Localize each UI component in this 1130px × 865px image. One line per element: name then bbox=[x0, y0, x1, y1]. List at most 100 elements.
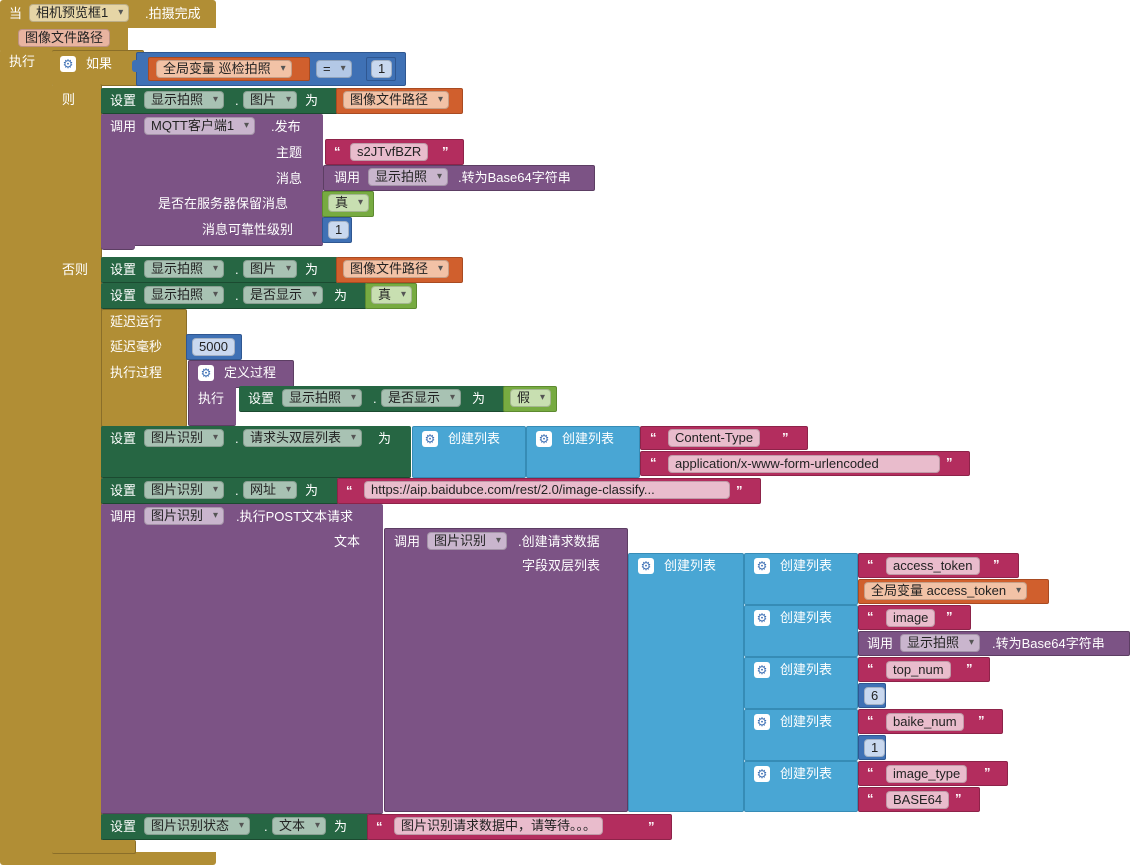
retain-label: 是否在服务器保留消息 bbox=[158, 196, 289, 211]
call-label: 调用 bbox=[110, 119, 137, 134]
pair-value-var-dropdown[interactable]: 全局变量 access_token bbox=[864, 582, 1028, 600]
inner-call-label: 调用 bbox=[394, 534, 421, 549]
pair-key-field[interactable]: image_type bbox=[886, 765, 968, 783]
gear-icon[interactable]: ⚙ bbox=[754, 662, 770, 678]
if-rail-else bbox=[52, 256, 102, 846]
quote-open: “ bbox=[867, 765, 874, 780]
set-label: 设置 bbox=[110, 93, 137, 108]
fields-make-list[interactable] bbox=[628, 553, 744, 812]
compare-value-field[interactable]: 1 bbox=[371, 60, 393, 78]
event-param-field[interactable]: 图像文件路径 bbox=[18, 29, 111, 47]
event-footer bbox=[0, 852, 216, 865]
gear-icon[interactable]: ⚙ bbox=[754, 766, 770, 782]
header-key-field[interactable]: Content-Type bbox=[668, 429, 761, 447]
pair-list-image[interactable] bbox=[744, 605, 858, 657]
pair-key-field[interactable]: image bbox=[886, 609, 936, 627]
pair-key-field[interactable]: baike_num bbox=[886, 713, 964, 731]
set-label: 设置 bbox=[110, 819, 137, 834]
set-property-dropdown[interactable]: 是否显示 bbox=[243, 286, 324, 304]
qos-number-field[interactable]: 1 bbox=[328, 221, 350, 239]
pair-value-num-field[interactable]: 6 bbox=[864, 687, 886, 705]
then-label: 则 bbox=[62, 92, 76, 107]
compare-op-dropdown[interactable]: = bbox=[316, 60, 352, 78]
set-property-dropdown[interactable]: 文本 bbox=[272, 817, 327, 835]
set-component-dropdown[interactable]: 显示拍照 bbox=[144, 260, 225, 278]
delay-ms-field[interactable]: 5000 bbox=[192, 338, 235, 356]
gear-icon[interactable]: ⚙ bbox=[422, 431, 438, 447]
set-component-dropdown[interactable]: 图片识别状态 bbox=[144, 817, 251, 835]
url-string-field[interactable]: https://aip.baidubce.com/rest/2.0/image-… bbox=[364, 481, 730, 499]
build-request-block[interactable] bbox=[384, 528, 628, 812]
set-property-dropdown[interactable]: 图片 bbox=[243, 260, 298, 278]
gear-icon[interactable]: ⚙ bbox=[754, 714, 770, 730]
post-block[interactable] bbox=[101, 504, 383, 814]
dot-separator: . bbox=[373, 391, 377, 406]
pair-value-component-dropdown[interactable]: 显示拍照 bbox=[900, 634, 981, 652]
delay-block[interactable] bbox=[101, 309, 187, 427]
visible-false-dropdown[interactable]: 假 bbox=[510, 389, 552, 407]
set-component-dropdown[interactable]: 显示拍照 bbox=[144, 286, 225, 304]
mqtt-publish-block[interactable] bbox=[101, 114, 323, 246]
quote-close: ” bbox=[955, 791, 962, 806]
gear-icon[interactable]: ⚙ bbox=[198, 365, 214, 381]
pair-value-string-field[interactable]: BASE64 bbox=[886, 791, 950, 809]
quote-close: ” bbox=[993, 557, 1000, 572]
pair-key-field[interactable]: top_num bbox=[886, 661, 951, 679]
gear-icon[interactable]: ⚙ bbox=[60, 56, 76, 72]
set-component-dropdown[interactable]: 图片识别 bbox=[144, 481, 225, 499]
to-label: 为 bbox=[378, 431, 392, 446]
make-list-label: 创建列表 bbox=[448, 431, 501, 446]
topic-label: 主题 bbox=[276, 145, 303, 160]
mqtt-component-dropdown[interactable]: MQTT客户端1 bbox=[144, 117, 256, 135]
image-path-dropdown[interactable]: 图像文件路径 bbox=[343, 91, 450, 109]
quote-open: “ bbox=[346, 483, 353, 498]
quote-close: ” bbox=[966, 661, 973, 676]
delay-ms-label: 延迟毫秒 bbox=[110, 339, 163, 354]
to-label: 为 bbox=[334, 288, 348, 303]
set-property-dropdown[interactable]: 图片 bbox=[243, 91, 298, 109]
global-var-patrol-dropdown[interactable]: 全局变量 巡检拍照 bbox=[156, 60, 292, 78]
pair-key-field[interactable]: access_token bbox=[886, 557, 980, 575]
header-value-field[interactable]: application/x-www-form-urlencoded bbox=[668, 455, 940, 473]
quote-open: “ bbox=[650, 455, 657, 470]
delay-proc-label: 执行过程 bbox=[110, 365, 163, 380]
dot-separator: . bbox=[235, 262, 239, 277]
image-path-dropdown[interactable]: 图像文件路径 bbox=[343, 260, 450, 278]
event-component-dropdown[interactable]: 相机预览框1 bbox=[29, 4, 130, 22]
quote-open: “ bbox=[867, 661, 874, 676]
set-component-dropdown[interactable]: 显示拍照 bbox=[282, 389, 363, 407]
set-component-dropdown[interactable]: 显示拍照 bbox=[144, 91, 225, 109]
retain-value-dropdown[interactable]: 真 bbox=[328, 194, 370, 212]
event-body-rail bbox=[0, 50, 52, 858]
msg-component-dropdown[interactable]: 显示拍照 bbox=[368, 168, 449, 186]
gear-icon[interactable]: ⚙ bbox=[754, 558, 770, 574]
post-component-dropdown[interactable]: 图片识别 bbox=[144, 507, 225, 525]
dot-separator: . bbox=[264, 819, 268, 834]
set-label: 设置 bbox=[110, 288, 137, 303]
pair-value-num-field[interactable]: 1 bbox=[864, 739, 886, 757]
make-list-label: 创建列表 bbox=[780, 714, 833, 729]
else-label: 否则 bbox=[62, 262, 89, 277]
to-label: 为 bbox=[305, 483, 319, 498]
visible-true-dropdown[interactable]: 真 bbox=[371, 286, 413, 304]
set-property-dropdown[interactable]: 请求头双层列表 bbox=[243, 429, 363, 447]
if-rail-then bbox=[52, 84, 102, 260]
dot-separator: . bbox=[235, 288, 239, 303]
else-set-visible-block[interactable] bbox=[101, 283, 367, 309]
to-label: 为 bbox=[305, 93, 319, 108]
gear-icon[interactable]: ⚙ bbox=[754, 610, 770, 626]
status-string-field[interactable]: 图片识别请求数据中，请等待。。。 bbox=[394, 817, 604, 835]
topic-string-field[interactable]: s2JTvfBZR bbox=[350, 143, 429, 161]
inner-method-label: .创建请求数据 bbox=[518, 534, 600, 549]
inner-component-dropdown[interactable]: 图片识别 bbox=[427, 532, 508, 550]
define-proc-rail bbox=[188, 386, 236, 426]
pair-list-access-token[interactable] bbox=[744, 553, 858, 605]
mqtt-method-label: .发布 bbox=[271, 119, 301, 134]
quote-open: “ bbox=[650, 430, 657, 445]
gear-icon[interactable]: ⚙ bbox=[536, 431, 552, 447]
set-property-dropdown[interactable]: 网址 bbox=[243, 481, 298, 499]
set-component-dropdown[interactable]: 图片识别 bbox=[144, 429, 225, 447]
gear-icon[interactable]: ⚙ bbox=[638, 558, 654, 574]
set-label: 设置 bbox=[110, 262, 137, 277]
set-property-dropdown[interactable]: 是否显示 bbox=[381, 389, 462, 407]
